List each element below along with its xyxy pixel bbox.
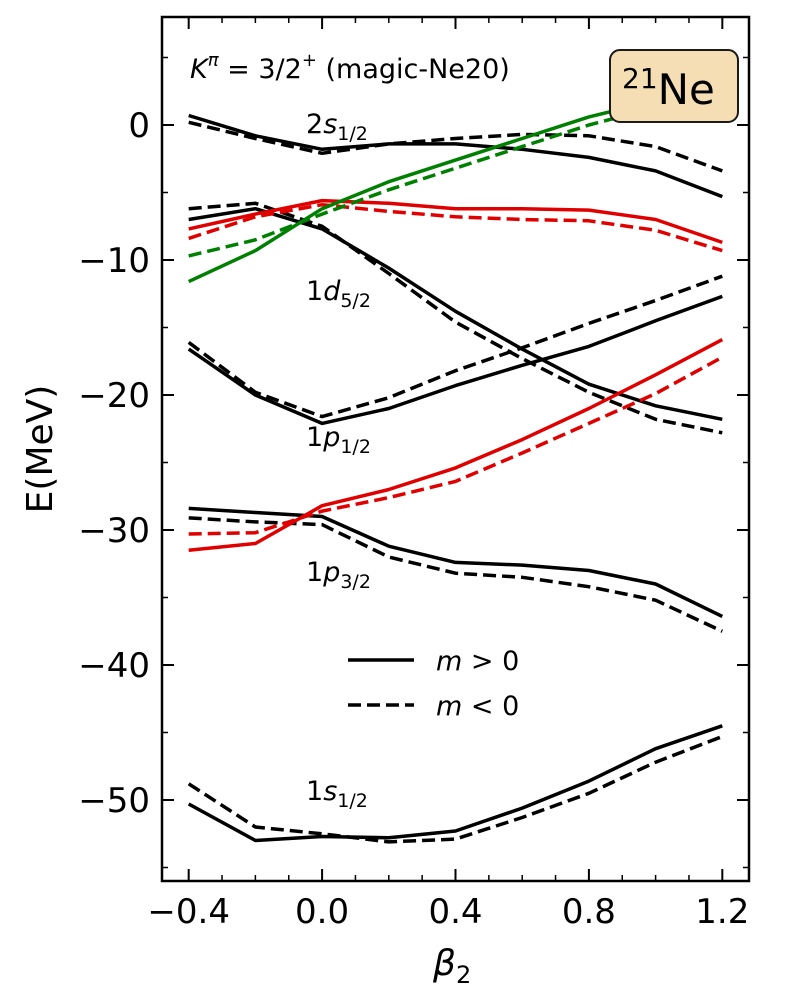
nucleus-element: Ne <box>658 65 715 114</box>
level-l: s <box>323 776 337 807</box>
y-tick-label: −40 <box>78 646 150 686</box>
level-labels: 2s1/2 1d5/2 1p1/2 1p3/2 1s1/2 <box>306 109 371 812</box>
series-layer <box>187 85 724 844</box>
series-line-12 <box>188 338 724 553</box>
nucleus-box <box>609 49 739 123</box>
y-tick-label: −10 <box>78 241 150 281</box>
level-n: 1 <box>306 422 323 453</box>
y-tick-label: −50 <box>78 781 150 821</box>
level-j: 5/2 <box>340 290 371 312</box>
level-j: 3/2 <box>340 571 371 593</box>
level-label-1p12: 1p1/2 <box>306 422 371 458</box>
legend: m > 0 m < 0 <box>348 646 519 722</box>
level-label-1p32: 1p3/2 <box>306 557 371 593</box>
legend-label-solid: m > 0 <box>436 646 519 677</box>
level-j: 1/2 <box>337 123 368 145</box>
x-tick-label: −0.4 <box>147 892 230 932</box>
series-line-8 <box>187 724 723 843</box>
legend-label-dashed: m < 0 <box>436 691 519 722</box>
y-tick-label: −20 <box>78 376 150 416</box>
series-line-2 <box>188 206 723 422</box>
x-axis-title: β2 <box>432 943 471 989</box>
level-n: 1 <box>306 276 323 307</box>
x-tick-label: 0.4 <box>428 892 482 932</box>
legend-rel: < 0 <box>462 691 519 722</box>
nucleus-label: 21Ne <box>622 62 715 114</box>
y-tick-label: 0 <box>128 106 150 146</box>
y-axis-title: E(MeV) <box>20 385 61 514</box>
nucleus-mass: 21 <box>622 62 658 95</box>
level-l: s <box>323 109 337 140</box>
series-line-4 <box>187 294 723 426</box>
header-pi: π <box>208 50 220 71</box>
legend-rel: > 0 <box>462 646 519 677</box>
level-l: p <box>322 557 340 588</box>
legend-var: m <box>436 646 462 677</box>
level-l: d <box>323 276 341 307</box>
series-line-3 <box>188 201 723 435</box>
level-l: p <box>322 422 340 453</box>
x-tick-label: 0.8 <box>562 892 616 932</box>
header-plus: + <box>302 50 317 71</box>
series-line-11 <box>188 202 723 253</box>
level-label-1d52: 1d5/2 <box>306 276 371 312</box>
level-j: 1/2 <box>340 436 371 458</box>
y-tick-label: −30 <box>78 511 150 551</box>
series-line-13 <box>188 355 724 536</box>
nucleus-badge: 21Ne <box>609 49 739 123</box>
series-line-6 <box>188 506 724 618</box>
plot-frame <box>160 15 751 883</box>
series-line-9 <box>187 734 723 844</box>
level-n: 1 <box>306 776 323 807</box>
series-line-5 <box>187 274 723 419</box>
level-label-2s12: 2s1/2 <box>306 109 368 145</box>
series-line-0 <box>188 113 723 199</box>
level-n: 1 <box>306 557 323 588</box>
tick-layer: −0.4 0.0 0.4 0.8 1.2 0 −10 −20 −30 −40 −50 <box>78 17 749 932</box>
series-line-1 <box>188 120 723 173</box>
header-model: (magic-Ne20) <box>317 54 510 85</box>
x-tick-label: 1.2 <box>695 892 749 932</box>
legend-var: m <box>436 691 462 722</box>
series-line-7 <box>188 516 724 633</box>
header-k: K <box>190 54 210 85</box>
x-tick-label: 0.0 <box>295 892 349 932</box>
level-j: 1/2 <box>337 790 368 812</box>
x-axis-title-main: β <box>432 943 456 984</box>
header-value: = 3/2 <box>219 54 302 85</box>
x-axis-title-sub: 2 <box>456 961 471 989</box>
level-label-1s12: 1s1/2 <box>306 776 368 812</box>
series-line-10 <box>188 198 723 245</box>
level-n: 2 <box>306 109 323 140</box>
header-label: Kπ = 3/2+ (magic-Ne20) <box>190 50 510 85</box>
